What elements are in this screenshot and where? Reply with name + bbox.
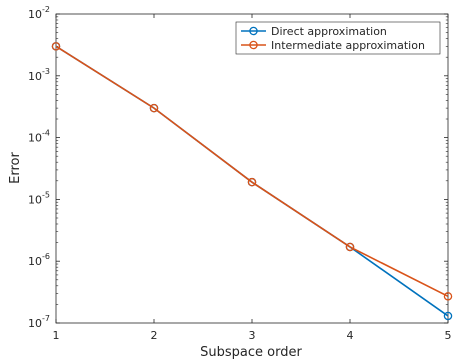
data-point [345,242,355,252]
y-tick-label: 10-6 [28,252,50,268]
legend-swatch-marker [249,26,258,36]
y-axis-ticks: 10-7 10-6 10-5 10-4 10-3 10-2 [28,5,448,330]
y-tick-label: 10-4 [28,129,50,145]
y-tick-label: 10-3 [28,67,50,83]
y-tick-label: 10-5 [28,190,50,206]
x-tick-label: 4 [347,329,354,342]
x-axis-ticks: 1 2 3 4 5 [53,14,452,342]
data-point [443,311,453,321]
x-tick-label: 1 [53,329,60,342]
series-layer [51,42,453,321]
x-tick-label: 3 [249,329,256,342]
y-axis-label: Error [8,152,23,184]
plot-area-box [55,13,449,324]
axes-frame [55,13,449,324]
data-point [443,292,453,301]
series-intermediate [51,42,453,301]
x-tick-label: 5 [445,329,452,342]
legend-label: Direct approximation [271,25,387,38]
data-point [51,42,61,51]
legend-item: Intermediate approximation [241,39,425,52]
data-point [247,177,257,187]
legend-item: Direct approximation [241,25,387,38]
x-tick-label: 2 [151,329,158,342]
data-point [149,103,159,113]
x-axis-label: Subspace order [200,345,302,360]
legend-box [235,21,441,55]
y-tick-label: 10-2 [28,5,50,21]
legend-swatch-marker [249,40,258,50]
legend-label: Intermediate approximation [271,39,425,52]
series-line [55,45,449,298]
y-tick-label: 10-7 [28,314,50,330]
